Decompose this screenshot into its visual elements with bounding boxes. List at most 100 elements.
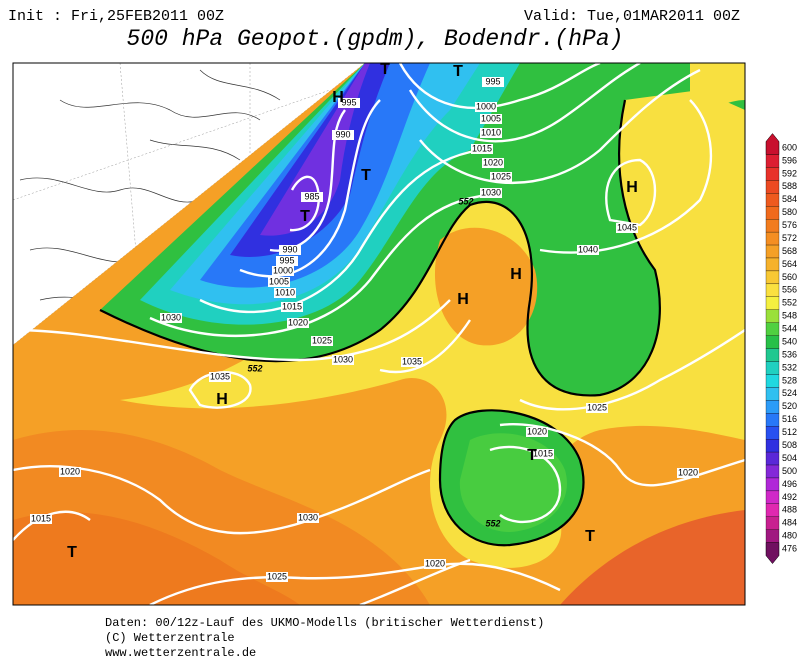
colorbar-label: 568	[782, 246, 797, 256]
colorbar-swatch	[765, 477, 780, 492]
colorbar-swatch	[765, 270, 780, 285]
init-time: Init : Fri,25FEB2011 00Z	[8, 8, 224, 25]
isobar-label: 990	[335, 129, 350, 139]
isobar-label-bg	[480, 114, 502, 124]
isobar-label: 1025	[312, 335, 332, 345]
isobar-label-bg	[482, 77, 504, 87]
colorbar-swatch	[765, 167, 780, 181]
colorbar-swatch	[765, 309, 780, 323]
colorbar-label: 588	[782, 181, 797, 191]
colorbar-label: 524	[782, 388, 797, 398]
isobar-label: 1030	[481, 187, 501, 197]
pressure-center: T	[453, 63, 463, 80]
colorbar-cap	[765, 542, 780, 565]
isobar-label: 1035	[402, 356, 422, 366]
isobar-label: 1030	[298, 512, 318, 522]
colorbar-label: 492	[782, 492, 797, 502]
isobar-label-bg	[274, 288, 296, 298]
colorbar-label: 556	[782, 285, 797, 295]
colorbar-swatch	[765, 387, 780, 401]
pressure-center: H	[457, 291, 469, 308]
isobar-label: 1020	[483, 157, 503, 167]
colorbar-label: 500	[782, 466, 797, 476]
colorbar-swatch	[765, 154, 780, 168]
colorbar-swatch	[765, 400, 780, 414]
isobar-label: 1025	[491, 171, 511, 181]
isobar-label-bg	[287, 318, 309, 328]
footer-line: www.wetterzentrale.de	[105, 646, 256, 660]
colorbar-swatch	[765, 180, 780, 194]
colorbar-label: 520	[782, 401, 797, 411]
isobar-label: 1005	[269, 276, 289, 286]
colorbar-label: 528	[782, 375, 797, 385]
isobar-label-bg	[677, 468, 699, 478]
colorbar-swatch	[765, 296, 780, 310]
isobar-label-bg	[490, 172, 512, 182]
colorbar-label: 600	[782, 142, 797, 152]
isobar-label: 1040	[578, 244, 598, 254]
colorbar-label: 544	[782, 324, 797, 334]
colorbar-swatch	[765, 283, 780, 297]
pressure-center: T	[527, 447, 537, 464]
isobar-label-bg	[209, 372, 231, 382]
colorbar-label: 532	[782, 362, 797, 372]
isobar-label-bg	[59, 467, 81, 477]
pressure-center: T	[585, 528, 595, 545]
isobar-label: 1010	[275, 287, 295, 297]
colorbar-label: 580	[782, 207, 797, 217]
geopotential-label: 552	[458, 196, 473, 206]
colorbar-swatch	[765, 374, 780, 388]
pressure-center: T	[361, 167, 371, 184]
isobar-label-bg	[532, 449, 554, 459]
colorbar-label: 560	[782, 272, 797, 282]
colorbar-swatch	[765, 516, 780, 530]
isobar-label-bg	[480, 188, 502, 198]
colorbar-swatch	[765, 464, 780, 479]
colorbar-swatch	[765, 529, 780, 543]
colorbar-label: 504	[782, 453, 797, 463]
isobar-label: 1010	[481, 127, 501, 137]
colorbar-label: 484	[782, 518, 797, 528]
colorbar-label: 592	[782, 168, 797, 178]
isobar-label-bg	[586, 403, 608, 413]
pressure-center: H	[510, 266, 522, 283]
isobar-label: 1020	[678, 467, 698, 477]
isobar-label-bg	[338, 98, 360, 108]
isobar-label: 1015	[472, 143, 492, 153]
isobar-label-bg	[266, 572, 288, 582]
colorbar-label: 540	[782, 336, 797, 346]
isobar-label: 1020	[60, 466, 80, 476]
isobar-label: 985	[304, 191, 319, 201]
colorbar-label: 508	[782, 440, 797, 450]
isobar-label: 995	[341, 97, 356, 107]
isobar-label-bg	[332, 355, 354, 365]
isobar-label: 1035	[210, 371, 230, 381]
isobar-label-bg	[332, 130, 354, 140]
pressure-center: T	[300, 208, 310, 225]
isobar-label: 1015	[282, 301, 302, 311]
colorbar-label: 480	[782, 531, 797, 541]
isobar-label-bg	[616, 223, 638, 233]
isobar-label-bg	[272, 266, 294, 276]
isobar-label: 1000	[476, 101, 496, 111]
footer-line: (C) Wetterzentrale	[105, 631, 235, 645]
isobar-label: 990	[282, 244, 297, 254]
map-title: 500 hPa Geopot.(gpdm), Bodendr.(hPa)	[127, 26, 624, 52]
pressure-center: H	[332, 89, 344, 106]
isobar-label: 1020	[527, 426, 547, 436]
isobar-label: 1015	[533, 448, 553, 458]
pressure-center: T	[380, 61, 390, 78]
colorbar-label: 572	[782, 233, 797, 243]
isobar-label-bg	[281, 302, 303, 312]
isobar-label-bg	[297, 513, 319, 523]
isobar-label-bg	[401, 357, 423, 367]
colorbar-cap	[765, 133, 780, 155]
isobar-label-bg	[424, 559, 446, 569]
isobar-label: 1020	[288, 317, 308, 327]
isobar-label-bg	[482, 158, 504, 168]
valid-time: Valid: Tue,01MAR2011 00Z	[524, 8, 740, 25]
colorbar-swatch	[765, 348, 780, 362]
colorbar-swatch	[765, 257, 780, 272]
isobar-label: 995	[485, 76, 500, 86]
